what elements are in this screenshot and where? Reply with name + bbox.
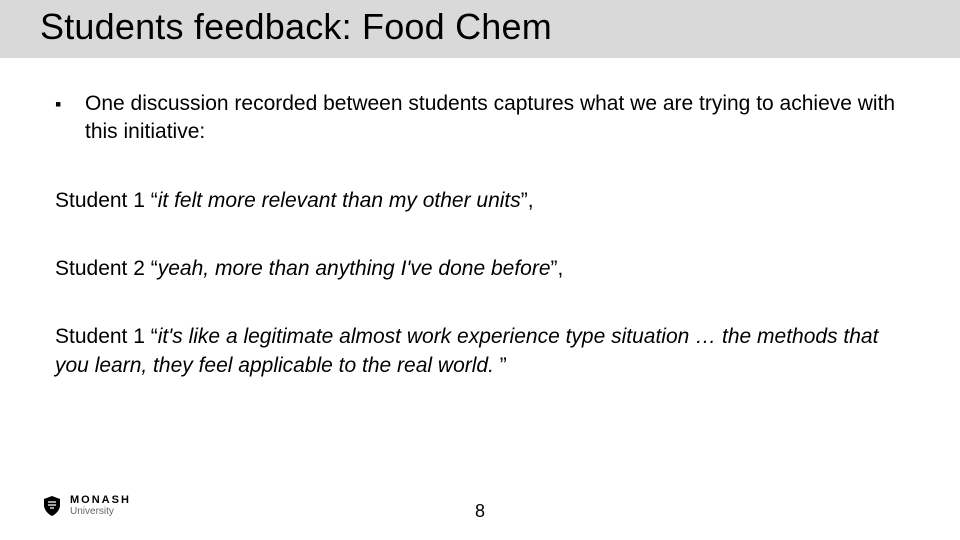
logo-name: MONASH	[70, 495, 131, 506]
quote-1-text: it felt more relevant than my other unit…	[158, 189, 521, 212]
intro-text: One discussion recorded between students…	[85, 90, 905, 147]
quote-1-close: ”,	[521, 189, 534, 212]
page-title: Students feedback: Food Chem	[40, 6, 960, 48]
quote-1-open: “	[151, 189, 158, 212]
bullet-marker-icon: ▪	[55, 90, 85, 116]
quote-3: Student 1 “it's like a legitimate almost…	[55, 323, 905, 380]
quote-3-speaker: Student 1	[55, 325, 151, 348]
quote-3-close: ”	[500, 354, 507, 377]
monash-logo: MONASH University	[40, 494, 131, 518]
page-number: 8	[475, 501, 485, 522]
quote-2-text: yeah, more than anything I've done befor…	[158, 257, 551, 280]
shield-icon	[40, 494, 64, 518]
intro-bullet: ▪ One discussion recorded between studen…	[55, 90, 905, 147]
logo-subtitle: University	[70, 506, 131, 517]
logo-text: MONASH University	[70, 495, 131, 517]
quote-1: Student 1 “it felt more relevant than my…	[55, 187, 905, 215]
quote-2-speaker: Student 2	[55, 257, 151, 280]
quote-2-open: “	[151, 257, 158, 280]
quote-3-open: “	[151, 325, 158, 348]
slide: Students feedback: Food Chem ▪ One discu…	[0, 0, 960, 540]
quote-3-text: it's like a legitimate almost work exper…	[55, 325, 878, 376]
title-bar: Students feedback: Food Chem	[0, 0, 960, 58]
quote-1-speaker: Student 1	[55, 189, 151, 212]
slide-body: ▪ One discussion recorded between studen…	[0, 58, 960, 380]
quote-2: Student 2 “yeah, more than anything I've…	[55, 255, 905, 283]
quote-2-close: ”,	[551, 257, 564, 280]
